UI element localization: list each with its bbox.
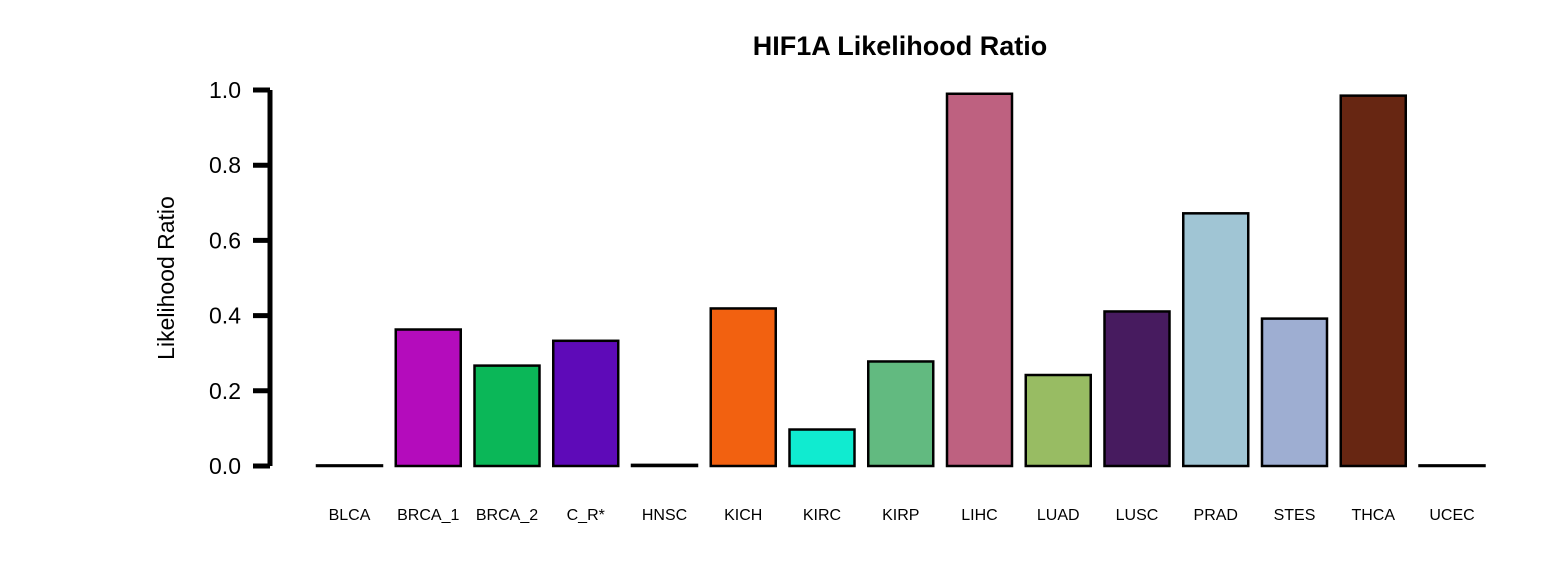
- y-tick-label: 0.0: [209, 453, 241, 479]
- bar-blca: [315, 464, 384, 468]
- bar-brca-1: [394, 328, 462, 468]
- x-tick-label: STES: [1274, 507, 1316, 524]
- bar-kirp: [867, 360, 935, 468]
- bar-lihc: [945, 92, 1014, 468]
- bar-hnsc: [630, 463, 699, 468]
- x-tick-label: KIRP: [882, 507, 919, 524]
- y-tick-label: 1.0: [209, 77, 241, 103]
- y-tick-label: 0.8: [209, 152, 241, 178]
- x-tick-label: UCEC: [1429, 507, 1474, 524]
- bar-stes: [1260, 317, 1329, 468]
- x-tick-label: C_R*: [567, 507, 605, 524]
- x-tick-label: LIHC: [961, 507, 997, 524]
- bar-ucec: [1418, 464, 1486, 468]
- x-tick-label: KIRC: [803, 507, 841, 524]
- x-tick-label: BRCA_2: [476, 507, 538, 524]
- x-tick-label: BLCA: [329, 507, 371, 524]
- bar-kich: [709, 307, 777, 468]
- y-axis-label: Likelihood Ratio: [153, 196, 179, 360]
- x-tick-label: BRCA_1: [397, 507, 459, 524]
- bar-thca: [1339, 94, 1407, 468]
- bar-c-r: [552, 339, 620, 468]
- y-axis: 0.0 0.2 0.4 0.6 0.8 1.0: [209, 77, 273, 479]
- x-tick-label: LUSC: [1116, 507, 1159, 524]
- y-tick-label: 0.2: [209, 378, 241, 404]
- x-tick-label: HNSC: [642, 507, 687, 524]
- bar-kirc: [788, 428, 856, 468]
- chart-title: HIF1A Likelihood Ratio: [753, 31, 1048, 61]
- x-tick-label: KICH: [724, 507, 762, 524]
- bar-brca-2: [473, 364, 541, 468]
- x-tick-labels: BLCA BRCA_1 BRCA_2 C_R* HNSC KICH KIRC KIRP LIHC…: [329, 507, 1475, 524]
- x-tick-label: PRAD: [1194, 507, 1238, 524]
- bar-luad: [1024, 373, 1092, 468]
- bar-lusc: [1103, 310, 1171, 468]
- bar-prad: [1182, 212, 1250, 468]
- x-tick-label: LUAD: [1037, 507, 1080, 524]
- x-tick-label: THCA: [1351, 507, 1395, 524]
- y-tick-label: 0.4: [209, 303, 241, 329]
- bars: [315, 92, 1486, 468]
- y-tick-label: 0.6: [209, 227, 241, 253]
